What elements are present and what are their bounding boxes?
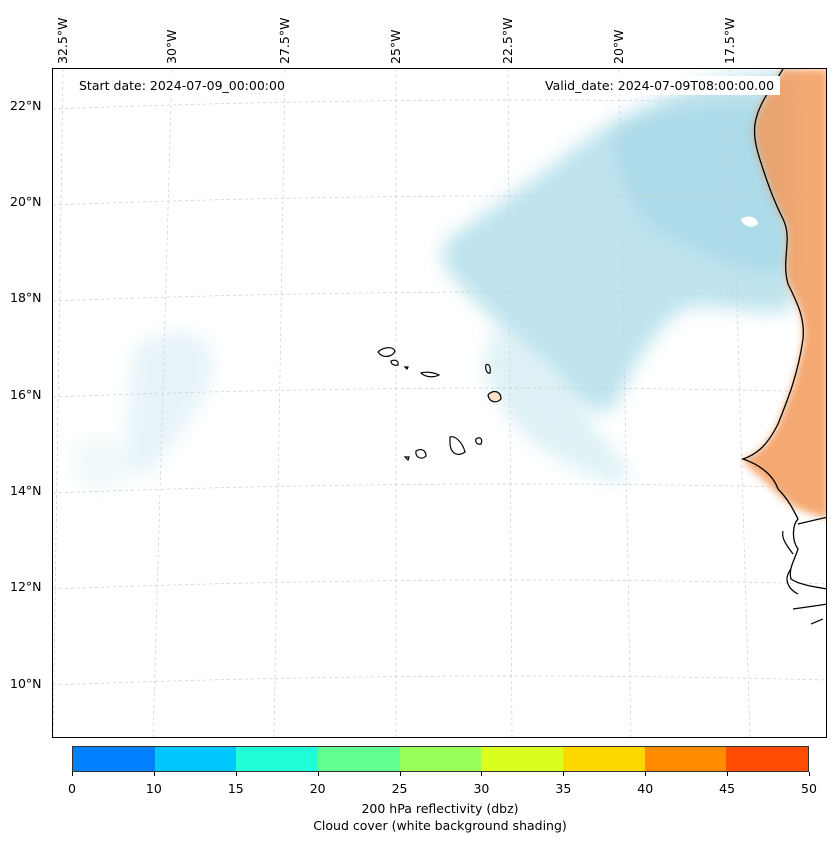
colorbar-segment: [154, 747, 237, 771]
island-boa-vista: [487, 390, 502, 403]
island-brava: [403, 456, 410, 462]
lat-label-18n: 18°N: [10, 290, 42, 305]
island-maio: [475, 437, 483, 445]
lon-label-17-5w: 17.5°W: [722, 17, 737, 64]
lon-label-27-5w: 27.5°W: [277, 17, 292, 64]
cape-verde-islands: [377, 347, 502, 462]
colorbar-tick-label: 35: [555, 781, 572, 796]
colorbar-subtitle: Cloud cover (white background shading): [313, 818, 567, 833]
colorbar-tick: [317, 772, 319, 776]
colorbar-tick-label: 50: [801, 781, 817, 796]
map-canvas: [53, 69, 826, 737]
island-sao-nicolau: [419, 371, 441, 378]
african-continent: [740, 69, 826, 625]
island-santiago: [449, 436, 466, 455]
island-sal: [485, 363, 491, 374]
colorbar-title: 200 hPa reflectivity (dbz): [361, 801, 519, 816]
lat-label-10n: 10°N: [10, 676, 42, 691]
colorbar-tick: [481, 772, 483, 776]
coastline-south: [782, 516, 826, 625]
coastline: [740, 69, 826, 590]
cloud-cover-shading: [73, 69, 793, 490]
colorbar-tick: [809, 772, 810, 776]
colorbar-tick-label: 45: [719, 781, 736, 796]
lon-label-30w: 30°W: [164, 29, 179, 64]
colorbar-tick-label: 30: [473, 781, 490, 796]
colorbar-tick-label: 40: [637, 781, 654, 796]
colorbar-segment: [481, 747, 564, 771]
lat-label-14n: 14°N: [10, 483, 42, 498]
colorbar-segment: [236, 747, 319, 771]
island-santo-antao: [377, 347, 396, 357]
colorbar-tick: [72, 772, 73, 776]
cloud-band-inner: [613, 105, 793, 272]
lon-label-32-5w: 32.5°W: [55, 17, 70, 64]
graticule: [53, 69, 826, 737]
cloud-band-sw: [73, 438, 133, 490]
colorbar-segment: [73, 747, 155, 771]
colorbar-segment: [644, 747, 727, 771]
cloud-band-south: [483, 329, 633, 482]
colorbar-segment: [563, 747, 645, 771]
colorbar: [72, 746, 809, 772]
colorbar-tick: [153, 772, 155, 776]
colorbar-segment: [726, 747, 809, 771]
cloud-band-west: [126, 331, 214, 476]
colorbar-tick: [235, 772, 237, 776]
colorbar-tick-label: 0: [68, 781, 76, 796]
start-date-label: Start date: 2024-07-09_00:00:00: [73, 76, 291, 95]
colorbar-tick: [563, 772, 565, 776]
land-fill: [743, 69, 826, 519]
colorbar-tick-label: 10: [145, 781, 162, 796]
colorbar-tick-label: 25: [391, 781, 408, 796]
valid-date-label: Valid_date: 2024-07-09T08:00:00.00: [539, 76, 781, 95]
colorbar-segment: [399, 747, 482, 771]
island-sao-vicente: [390, 359, 399, 366]
lat-label-22n: 22°N: [10, 98, 42, 113]
lon-label-22-5w: 22.5°W: [500, 17, 515, 64]
lon-label-20w: 20°W: [611, 29, 626, 64]
cloud-patch-land: [741, 216, 758, 227]
island-santa-luzia: [403, 366, 409, 371]
lat-label-20n: 20°N: [10, 194, 42, 209]
colorbar-tick-label: 15: [227, 781, 244, 796]
colorbar-tick: [399, 772, 401, 776]
lat-label-16n: 16°N: [10, 387, 42, 402]
map-panel[interactable]: [52, 68, 827, 738]
island-fogo: [415, 449, 427, 459]
colorbar-tick: [645, 772, 647, 776]
lat-label-12n: 12°N: [10, 579, 42, 594]
colorbar-tick-label: 20: [309, 781, 326, 796]
colorbar-segment: [318, 747, 400, 771]
lon-label-25w: 25°W: [388, 29, 403, 64]
colorbar-tick: [727, 772, 729, 776]
